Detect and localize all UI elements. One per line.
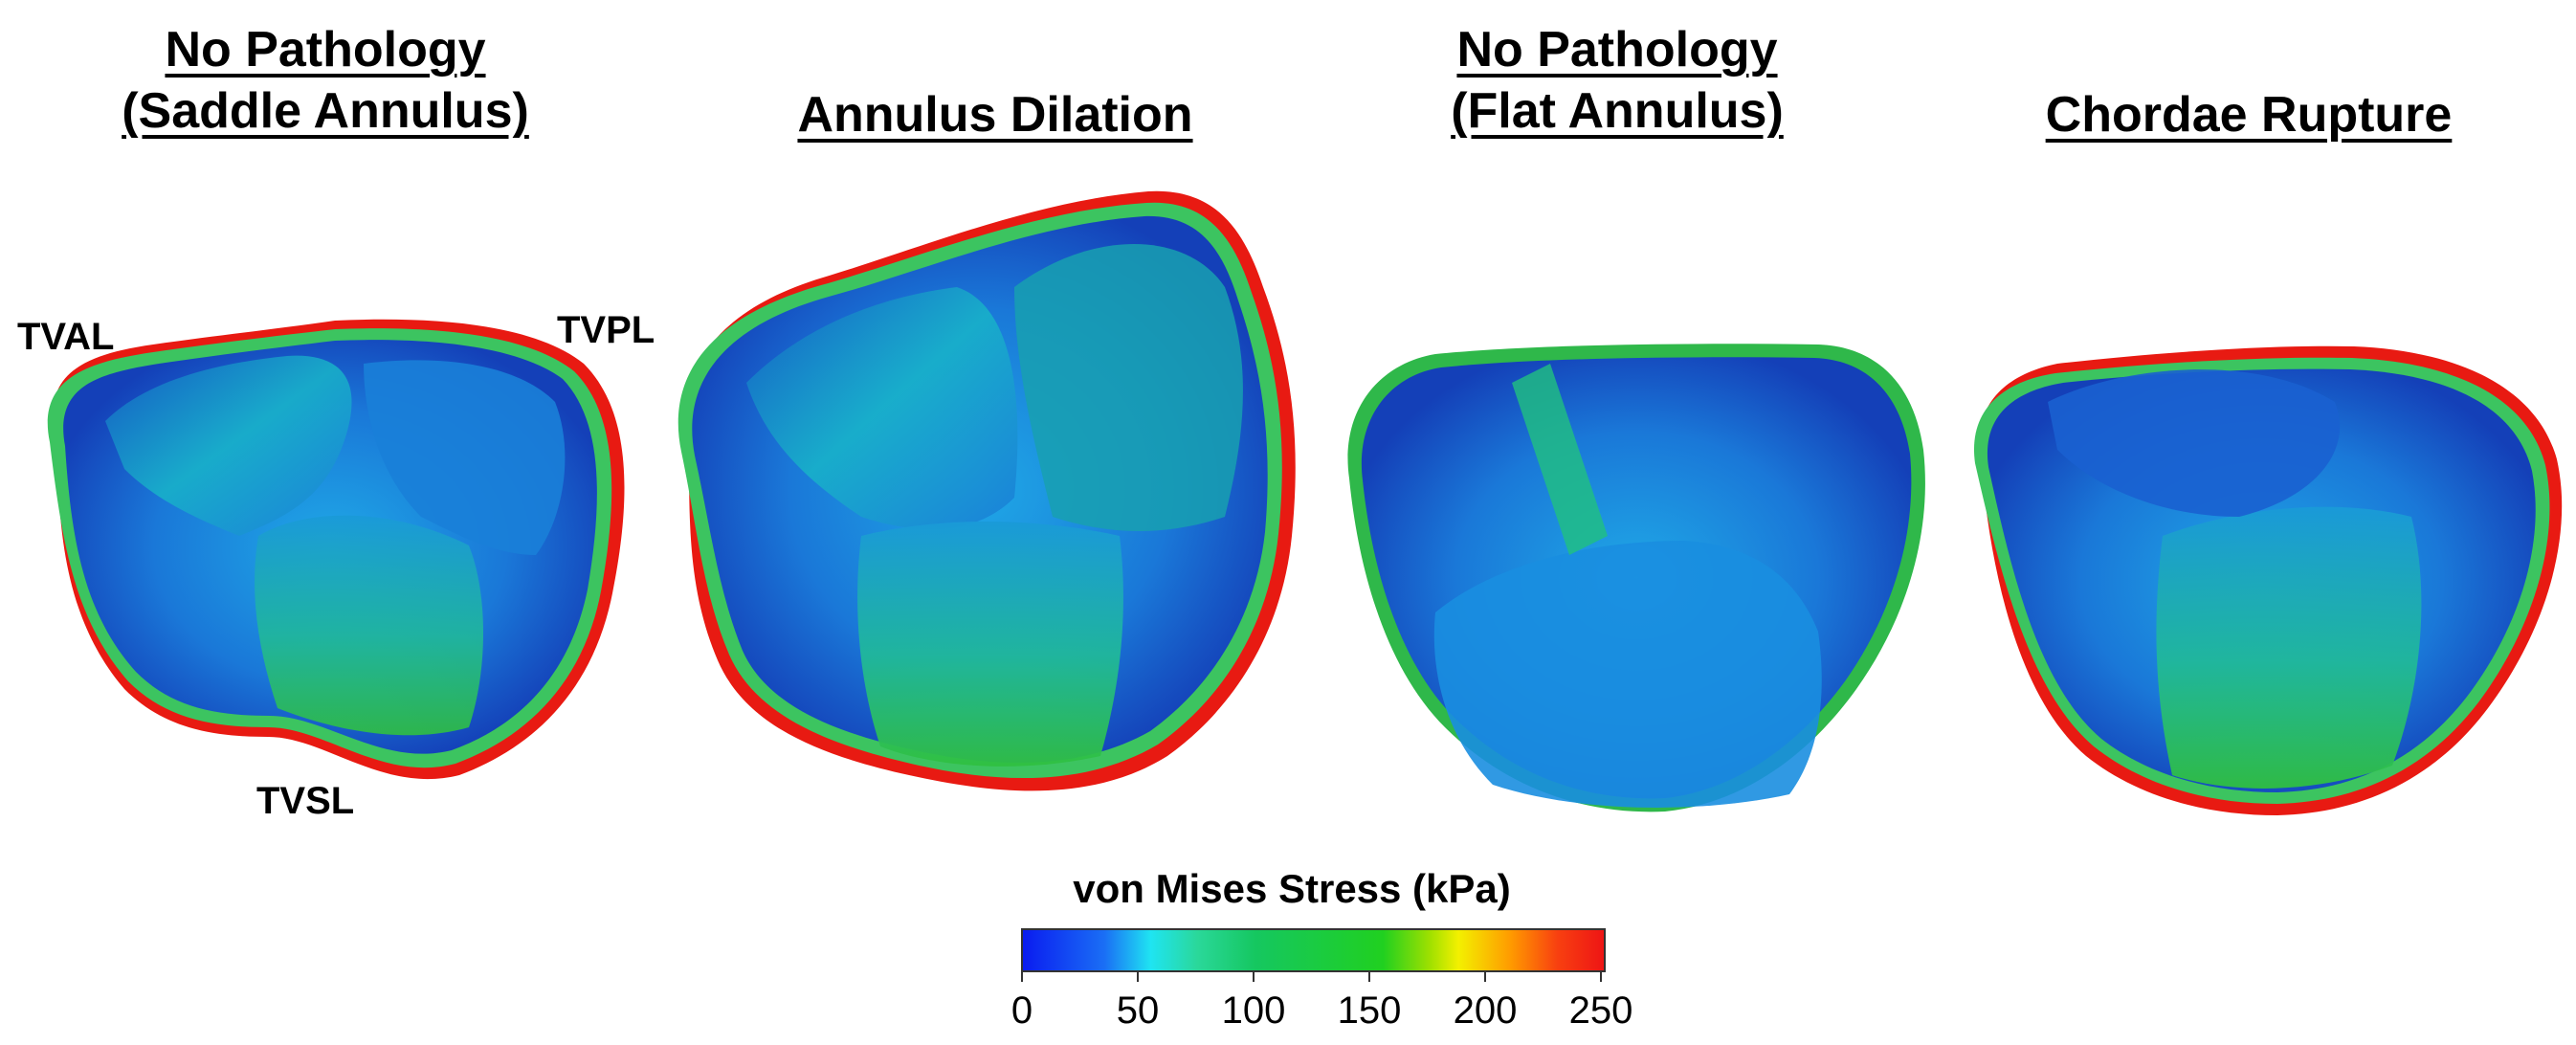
panel-title-chordae: Chordae Rupture <box>1990 84 2507 145</box>
valve-dilation-posterior-leaflet <box>1014 244 1243 531</box>
colorbar-tick-label: 250 <box>1568 989 1633 1032</box>
colorbar-tick-label: 100 <box>1221 989 1286 1032</box>
panel-title-saddle-line2: (Saddle Annulus) <box>122 83 529 139</box>
colorbar-tickmark-0 <box>1021 970 1023 982</box>
valve-saddle-septal-leaflet <box>255 515 483 736</box>
valve-dilation-anterior-leaflet <box>746 287 1018 530</box>
panel-title-saddle: No Pathology (Saddle Annulus) <box>77 19 574 142</box>
leaflet-label-posterior: TVPL <box>557 309 655 351</box>
valve-chordae-septal-leaflet <box>2156 506 2422 789</box>
panel-title-dilation: Annulus Dilation <box>727 84 1263 145</box>
panel-title-chordae-line1: Chordae Rupture <box>2045 87 2453 143</box>
colorbar-tickmark-50 <box>1137 970 1139 982</box>
colorbar-title: von Mises Stress (kPa) <box>1073 866 1511 911</box>
valve-dilation-septal-leaflet <box>857 522 1123 767</box>
valve-flat-commissure <box>1512 364 1608 555</box>
panel-title-dilation-line1: Annulus Dilation <box>797 87 1193 143</box>
panel-title-flat-line2: (Flat Annulus) <box>1451 83 1784 139</box>
valve-flat <box>1347 344 1925 812</box>
colorbar-tickmark-150 <box>1368 970 1370 982</box>
valve-dilation <box>677 190 1296 791</box>
valve-saddle-posterior-leaflet <box>364 360 566 555</box>
panel-title-flat-line1: No Pathology <box>1456 22 1778 78</box>
valve-flat-septal-leaflet <box>1433 541 1822 808</box>
valve-chordae-anterior-leaflet <box>2048 369 2341 517</box>
valve-saddle-anterior-leaflet <box>105 355 352 536</box>
colorbar-tickmark-100 <box>1253 970 1255 982</box>
colorbar-tickmark-250 <box>1600 970 1602 982</box>
colorbar-tick-label: 50 <box>1116 989 1160 1032</box>
colorbar-tick-label: 150 <box>1337 989 1402 1032</box>
panel-title-flat: No Pathology (Flat Annulus) <box>1378 19 1856 142</box>
valve-chordae <box>1973 345 2563 815</box>
colorbar-gradient <box>1021 928 1606 972</box>
colorbar-tick-label: 200 <box>1453 989 1518 1032</box>
leaflet-label-septal: TVSL <box>256 780 355 822</box>
valve-saddle <box>47 319 625 780</box>
colorbar-tickmarks <box>1021 970 1602 982</box>
colorbar-tick-label: 0 <box>1010 989 1033 1032</box>
colorbar-tickmark-200 <box>1484 970 1486 982</box>
panel-title-saddle-line1: No Pathology <box>165 22 486 78</box>
leaflet-label-anterior: TVAL <box>17 316 115 358</box>
